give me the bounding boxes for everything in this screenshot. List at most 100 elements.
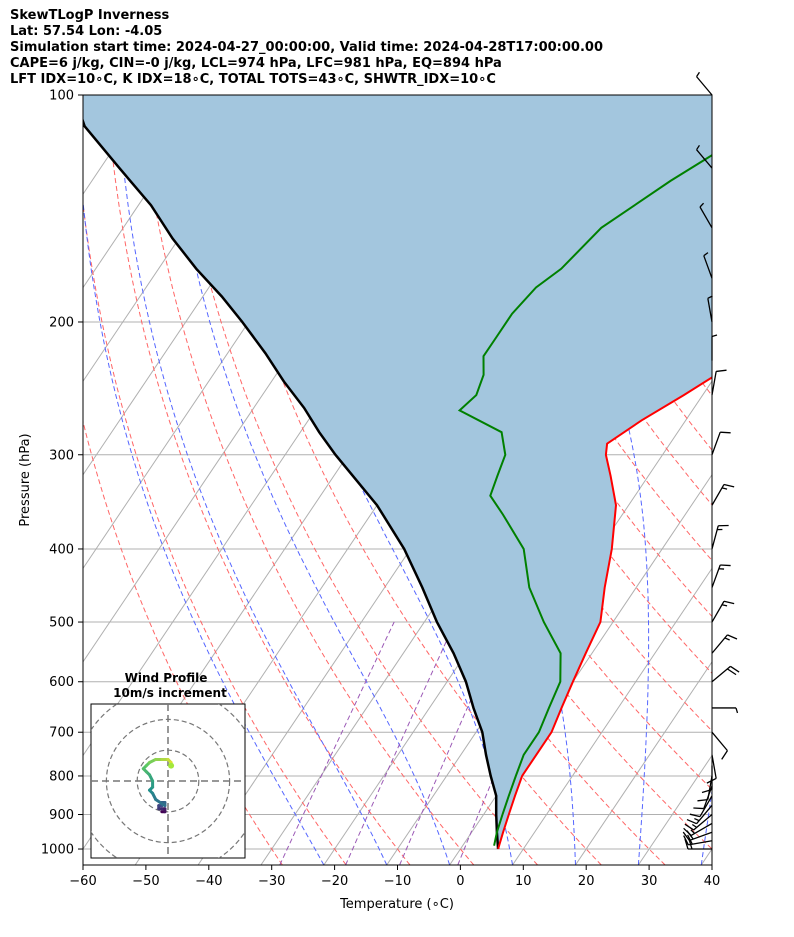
wind-barb-staff — [688, 840, 713, 846]
x-tick-label: −20 — [321, 874, 348, 889]
wind-barb-half-flag — [721, 487, 728, 490]
wind-barb-flag — [720, 564, 731, 567]
wind-barb-staff — [707, 298, 713, 323]
x-tick-label: −40 — [195, 874, 222, 889]
wind-barb-flag — [689, 813, 701, 818]
x-tick-label: 40 — [704, 874, 721, 889]
wind-barb-staff — [711, 731, 728, 752]
wind-barb-half-flag — [699, 202, 705, 208]
wind-barb-flag — [684, 838, 689, 850]
wind-barb-flag — [683, 827, 692, 836]
dry-adiabat — [83, 419, 283, 865]
wind-barb-half-flag — [694, 817, 700, 822]
hodograph-title: Wind Profile — [125, 671, 208, 685]
title-station: SkewTLogP Inverness — [10, 8, 170, 23]
x-tick-label: −30 — [258, 874, 285, 889]
wind-barb-flag — [716, 369, 727, 373]
wind-barb-flag — [727, 634, 738, 640]
moist-adiabat — [166, 95, 451, 865]
x-tick-label: 20 — [578, 874, 595, 889]
wind-barb-flag — [726, 668, 737, 676]
wind-barb-flag — [723, 483, 735, 488]
mixing-ratio-line — [279, 621, 395, 865]
wind-barb-half-flag — [735, 707, 739, 714]
x-tick-label: 10 — [515, 874, 532, 889]
y-axis-ticks: 1000 900 800 700 600 500 400 300 200 100 — [41, 89, 83, 858]
wind-barb-half-flag — [696, 144, 700, 151]
dry-adiabat — [334, 95, 712, 732]
y-tick-label: 1000 — [41, 843, 74, 858]
x-tick-label: −50 — [132, 874, 159, 889]
hodograph-subtitle: 10m/s increment — [113, 686, 227, 700]
title-location: Lat: 57.54 Lon: -4.05 — [10, 24, 163, 39]
wind-barb-flag — [686, 818, 697, 825]
y-axis-label: Pressure (hPa) — [18, 433, 33, 526]
wind-barb-flag — [701, 788, 713, 794]
wind-barb-staff — [699, 206, 713, 229]
parcel-line — [83, 117, 500, 850]
isotherm-line — [700, 848, 712, 865]
y-tick-label: 300 — [49, 448, 74, 463]
title-indices: LFT IDX=10∘C, K IDX=18∘C, TOTAL TOTS=43∘… — [10, 72, 496, 87]
wind-barb-half-flag — [711, 334, 718, 338]
wind-barb-staff — [696, 76, 713, 96]
isotherm-line — [83, 95, 88, 102]
cape-fill — [83, 95, 712, 849]
dry-adiabat — [497, 95, 712, 451]
wind-barb-staff — [711, 754, 717, 779]
wind-barb-flag — [687, 834, 693, 845]
wind-barb-staff — [696, 804, 713, 825]
wind-barb-flag — [721, 750, 728, 760]
wind-barb-flag — [682, 831, 690, 841]
moist-adiabat — [700, 787, 712, 865]
dry-adiabat — [171, 95, 538, 865]
y-tick-label: 900 — [49, 808, 74, 823]
cape-area — [83, 95, 712, 849]
wind-barb-half-flag — [690, 829, 696, 834]
hodograph-segment — [154, 797, 167, 808]
wind-barb-staff — [699, 795, 713, 817]
wind-barb-half-flag — [707, 295, 713, 299]
wind-barb-staff — [707, 775, 713, 800]
wind-barb-flag — [720, 431, 731, 434]
wind-barb-staff — [711, 634, 728, 654]
y-tick-label: 100 — [49, 89, 74, 104]
y-tick-label: 800 — [49, 769, 74, 784]
isotherm-line — [386, 380, 712, 865]
dry-adiabat — [366, 95, 712, 674]
x-tick-label: 0 — [456, 874, 464, 889]
isotherm-line — [83, 95, 213, 289]
wind-barb-flag — [706, 777, 717, 784]
isotherm-line — [764, 95, 794, 865]
wind-barb-half-flag — [691, 823, 698, 828]
wind-barb-flag — [730, 665, 740, 673]
wind-barb-half-flag — [724, 637, 730, 641]
y-tick-label: 500 — [49, 616, 74, 631]
hodograph: Wind Profile 10m/s increment — [90, 671, 246, 859]
profile-lines — [83, 117, 712, 850]
moist-adiabat — [83, 196, 325, 865]
wind-barbs — [682, 71, 740, 850]
wind-barb-staff — [711, 431, 721, 455]
dry-adiabat — [83, 199, 347, 865]
wind-barb-staff — [696, 149, 713, 169]
hodograph-plot — [91, 704, 245, 858]
x-tick-label: 30 — [641, 874, 658, 889]
y-tick-label: 200 — [49, 315, 74, 330]
isotherm-line — [512, 567, 712, 865]
wind-barb-flag — [684, 823, 694, 831]
x-axis-label: Temperature (∘C) — [339, 897, 454, 912]
dewpoint-line — [457, 154, 712, 846]
wind-barb-staff — [703, 255, 713, 279]
mixing-ratio-line — [345, 621, 456, 865]
hodograph-end-point — [168, 762, 175, 769]
moist-adiabat — [116, 95, 388, 865]
x-tick-label: −10 — [384, 874, 411, 889]
dry-adiabat — [203, 95, 602, 865]
wind-barb-staff — [711, 371, 717, 396]
x-tick-label: −60 — [69, 874, 96, 889]
x-axis-ticks: −60 −50 −40 −30 −20 −10 0 10 20 30 40 — [69, 865, 720, 889]
wind-barb-flag — [723, 600, 735, 605]
wind-barb-flag — [697, 798, 708, 802]
